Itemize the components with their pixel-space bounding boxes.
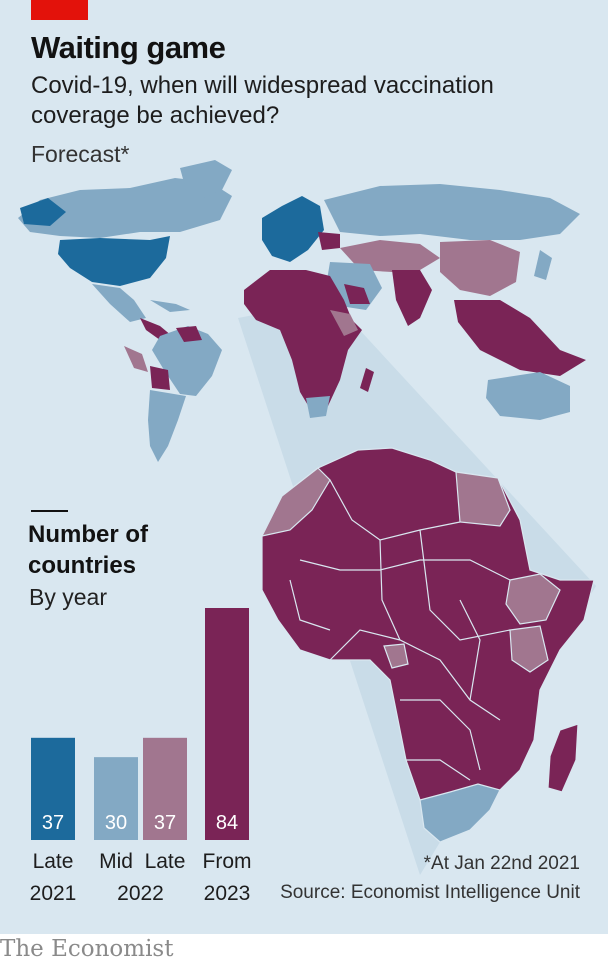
map-africa-main (261, 447, 595, 841)
map-region-china (440, 240, 520, 296)
map-region-venezuela (176, 326, 202, 342)
chart-rule (31, 510, 68, 512)
map-region-india (392, 270, 432, 326)
map-region-africa-small (244, 270, 362, 412)
footnote: *At Jan 22nd 2021 (423, 853, 580, 874)
map-region-caribbean (150, 300, 190, 312)
map-africa-kenya (509, 625, 549, 673)
bar-value-label-0: 37 (42, 812, 64, 834)
map-region-south-america-south (148, 390, 186, 462)
x-tick-label-year-2: 2023 (204, 882, 251, 905)
map-africa-madagascar (547, 723, 579, 793)
map-region-canada (18, 178, 232, 238)
map-region-japan (534, 250, 552, 280)
map-africa-borders (289, 479, 511, 781)
chart-panel: Waiting game Covid-19, when will widespr… (0, 0, 608, 934)
map-africa-south-africa (419, 783, 501, 843)
map-region-europe-west (262, 196, 324, 262)
map-africa-gabon (383, 643, 409, 669)
map-region-south-america-north (152, 326, 222, 396)
map-region-russia (324, 184, 580, 240)
bar-value-label-1: 30 (105, 812, 127, 834)
x-tick-label-year-1: 2022 (117, 882, 164, 905)
x-tick-label-top-1: Mid (99, 850, 133, 873)
map-region-greenland (180, 160, 232, 200)
map-region-central-america (140, 318, 172, 340)
map-region-east-africa-small (330, 310, 358, 336)
map-region-se-asia (454, 300, 586, 376)
map-region-usa (58, 236, 170, 286)
bar-2 (143, 737, 187, 840)
x-tick-label-top-0: Late (33, 850, 74, 873)
bar-chart-title: Number of countries (28, 521, 148, 579)
map-africa-ethiopia (505, 573, 561, 625)
bar-value-label-3: 84 (216, 812, 238, 834)
bar-chart: 37 Late 30 Mid 37 Late 84 From 2021 2022 2023 (30, 608, 252, 905)
bar-value-label-2: 37 (154, 812, 176, 834)
world-map (18, 160, 596, 875)
forecast-note: Forecast* (31, 141, 130, 167)
map-africa-egypt (455, 471, 511, 527)
map-region-arabia (344, 284, 370, 304)
chart-subtitle: Covid-19, when will widespread vaccinati… (31, 72, 494, 129)
bar-3 (205, 608, 249, 840)
x-tick-label-top-3: From (203, 850, 252, 873)
map-region-alaska (20, 198, 66, 226)
map-region-madagascar-small (360, 368, 374, 392)
map-region-bolivia (150, 366, 170, 390)
source-note: Source: Economist Intelligence Unit (280, 882, 580, 903)
x-tick-label-top-2: Late (145, 850, 186, 873)
bar-1 (94, 757, 138, 840)
map-region-peru (124, 346, 148, 372)
map-region-south-africa-small (306, 396, 330, 418)
chart-title: Waiting game (31, 30, 226, 65)
bar-0 (31, 737, 75, 840)
map-region-mexico (92, 284, 146, 322)
map-region-ukraine (318, 232, 340, 250)
map-region-australia (486, 372, 570, 420)
x-tick-label-year-0: 2021 (30, 882, 77, 905)
bar-chart-subtitle: By year (29, 584, 107, 610)
brand-logo: The Economist (0, 936, 174, 962)
brand-red-tab (31, 0, 88, 20)
